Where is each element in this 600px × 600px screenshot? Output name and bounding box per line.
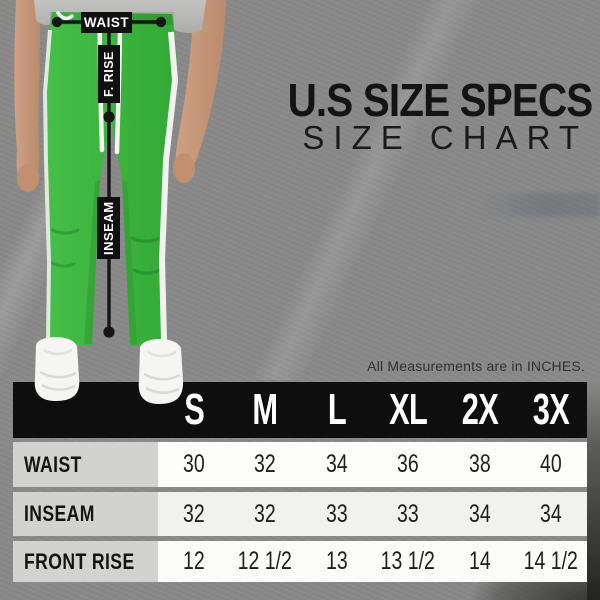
table-cell: 14 1/2 xyxy=(516,541,588,582)
cell-value: 33 xyxy=(397,499,420,528)
background-dark-object xyxy=(587,378,600,600)
size-column-header-l: L xyxy=(301,388,373,432)
table-cell: 34 xyxy=(516,492,588,536)
cell-value: 36 xyxy=(397,450,420,478)
row-label-front-rise: FRONT RISE xyxy=(13,541,158,582)
cell-value: 40 xyxy=(540,450,563,478)
cell-value: 32 xyxy=(182,499,205,528)
cell-value: 14 xyxy=(468,547,491,575)
cell-value: 14 1/2 xyxy=(524,547,579,575)
cell-value: 34 xyxy=(468,499,491,528)
cell-value: 13 1/2 xyxy=(381,547,436,575)
table-row-inseam: INSEAM 32 32 33 33 34 34 xyxy=(13,492,587,536)
table-cell: 40 xyxy=(516,442,588,487)
table-row-waist: WAIST 30 32 34 36 38 40 xyxy=(13,442,587,487)
cell-value: 32 xyxy=(254,450,277,478)
size-column-header-m: M xyxy=(230,388,302,432)
table-cell: 12 1/2 xyxy=(230,541,302,582)
waist-measure-label: WAIST xyxy=(81,12,132,33)
row-cells: 32 32 33 33 34 34 xyxy=(158,492,587,536)
size-table: S M L XL 2X 3X WAIST 30 32 34 36 38 40 I… xyxy=(13,382,587,582)
cell-value: 34 xyxy=(540,499,563,528)
size-column-header-3x: 3X xyxy=(516,388,588,432)
table-cell: 33 xyxy=(301,492,373,536)
table-cell: 34 xyxy=(301,442,373,487)
front-rise-end-dot xyxy=(103,111,115,123)
cell-value: 33 xyxy=(325,499,348,528)
size-column-header-xl: XL xyxy=(373,388,445,432)
row-label-inseam: INSEAM xyxy=(13,492,158,536)
waist-line-right-dot xyxy=(155,16,167,28)
background-shadow-shape xyxy=(478,193,600,217)
page-title: U.S SIZE SPECS xyxy=(287,74,593,126)
size-column-header-2x: 2X xyxy=(444,388,516,432)
inseam-measure-label: INSEAM xyxy=(97,197,120,259)
table-cell: 13 1/2 xyxy=(373,541,445,582)
row-label-waist: WAIST xyxy=(13,442,158,487)
cell-value: 34 xyxy=(325,450,348,478)
front-rise-measure-label: F. RISE xyxy=(98,45,120,103)
inseam-end-dot xyxy=(103,326,115,338)
table-cell: 12 xyxy=(158,541,230,582)
header-label: 3X xyxy=(533,385,570,434)
row-label-text: INSEAM xyxy=(24,501,95,526)
waist-line-left-dot xyxy=(51,16,63,28)
table-cell: 38 xyxy=(444,442,516,487)
wall-streaks xyxy=(0,0,600,380)
cell-value: 12 1/2 xyxy=(238,547,293,575)
table-cell: 34 xyxy=(444,492,516,536)
row-cells: 30 32 34 36 38 40 xyxy=(158,442,587,487)
table-row-front-rise: FRONT RISE 12 12 1/2 13 13 1/2 14 14 1/2 xyxy=(13,541,587,582)
row-cells: 12 12 1/2 13 13 1/2 14 14 1/2 xyxy=(158,541,587,582)
table-cell: 32 xyxy=(230,442,302,487)
page-subtitle: SIZE CHART xyxy=(302,119,588,156)
header-label: 2X xyxy=(461,385,499,434)
table-cell: 13 xyxy=(301,541,373,582)
cell-value: 13 xyxy=(325,547,348,575)
row-label-text: WAIST xyxy=(24,451,82,477)
cell-value: 30 xyxy=(182,450,205,478)
header-label: M xyxy=(252,385,279,434)
table-cell: 32 xyxy=(230,492,302,536)
cell-value: 32 xyxy=(254,499,277,528)
table-cell: 30 xyxy=(158,442,230,487)
table-cell: 36 xyxy=(373,442,445,487)
table-cell: 14 xyxy=(444,541,516,582)
cell-value: 12 xyxy=(182,547,205,575)
size-table-header-row: S M L XL 2X 3X xyxy=(13,382,587,438)
table-cell: 32 xyxy=(158,492,230,536)
header-label: L xyxy=(327,385,347,434)
cell-value: 38 xyxy=(468,450,491,478)
row-label-text: FRONT RISE xyxy=(24,548,135,574)
table-cell: 33 xyxy=(373,492,445,536)
model-photo xyxy=(14,0,226,404)
header-label: XL xyxy=(389,385,428,434)
size-column-header-s: S xyxy=(158,388,230,432)
measurements-note: All Measurements are in INCHES. xyxy=(367,358,585,374)
header-label: S xyxy=(183,385,205,434)
